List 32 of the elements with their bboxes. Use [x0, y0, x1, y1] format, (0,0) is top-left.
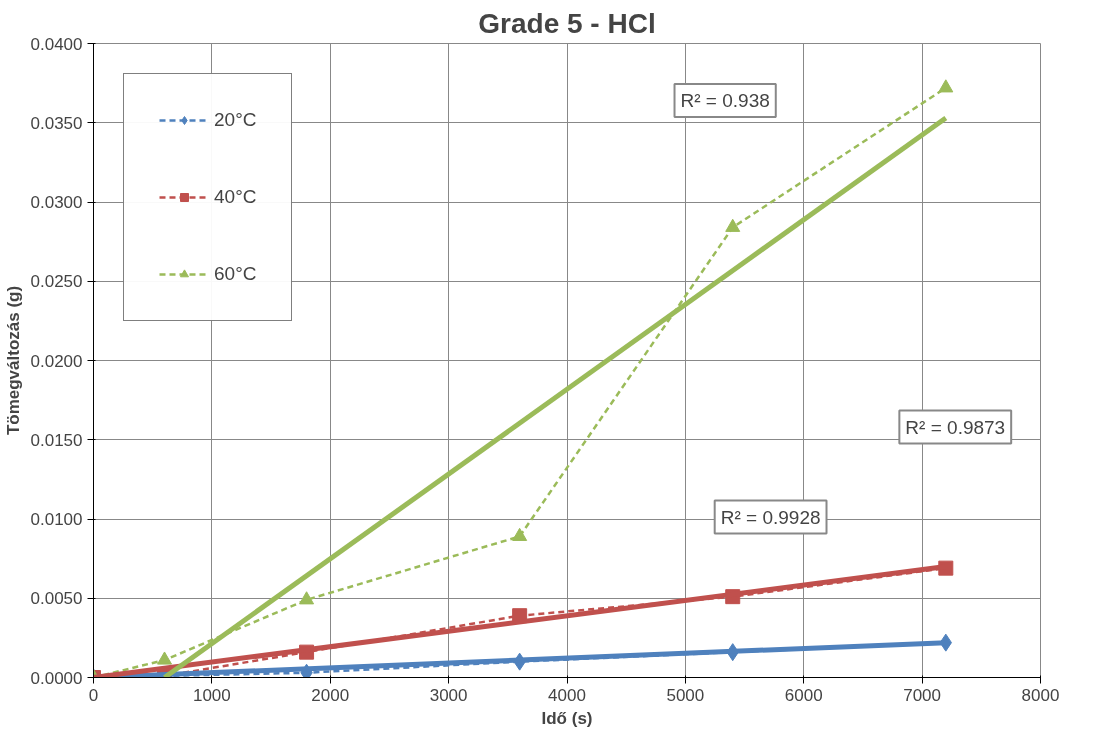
y-axis-title: Tömegváltozás (g): [3, 285, 23, 436]
y-tick-label: 0.0100: [30, 510, 83, 529]
point: [299, 591, 315, 605]
legend-label: 20°C: [214, 109, 257, 131]
annotation: R² = 0.938: [680, 90, 770, 112]
point: [725, 218, 741, 232]
x-tick-label: 8000: [1021, 685, 1060, 705]
y-tick-label: 0.0200: [30, 351, 83, 371]
point: [938, 79, 954, 93]
x-tick-label: 6000: [784, 685, 823, 705]
legend-label: 40°C: [214, 186, 257, 208]
annotation: R² = 0.9928: [720, 506, 821, 528]
point: [157, 651, 173, 665]
legend-label: 60°C: [214, 263, 257, 285]
y-tick-label: 0.0400: [30, 34, 83, 54]
x-tick-label: 3000: [429, 685, 468, 705]
y-tick-label: 0.0250: [30, 272, 83, 292]
x-axis-title: Idő (s): [541, 708, 593, 728]
chart-title: Grade 5 - HCl: [478, 7, 656, 39]
y-tick-label: 0.0350: [30, 113, 83, 133]
x-tick-label: 1000: [192, 685, 231, 705]
x-tick-label: 0: [88, 685, 99, 705]
y-tick-label: 0.0300: [30, 193, 83, 212]
x-tick-label: 4000: [548, 685, 586, 705]
y-tick-label: 0.0150: [30, 430, 83, 450]
annotation: R² = 0.9873: [905, 416, 1006, 438]
x-tick-label: 5000: [666, 685, 705, 705]
point: [512, 527, 528, 541]
y-tick-label: 0.0050: [30, 589, 83, 609]
y-tick-label: 0.0000: [30, 668, 83, 688]
x-tick-label: 7000: [903, 685, 942, 705]
x-tick-label: 2000: [311, 685, 350, 705]
